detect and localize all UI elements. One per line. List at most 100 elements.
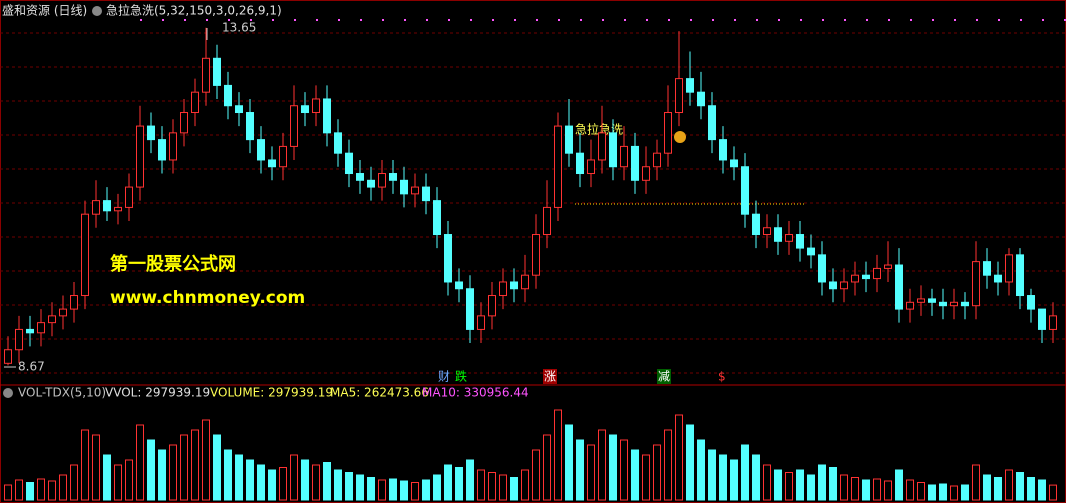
volume-bar — [202, 419, 210, 501]
signal-dot — [250, 19, 252, 21]
candle-body — [840, 281, 848, 290]
candle-body — [235, 105, 243, 114]
candle-body — [378, 173, 386, 188]
volume-bar — [785, 472, 793, 501]
candle-body — [433, 200, 441, 236]
volume-bar — [235, 454, 243, 501]
volume-bar — [136, 424, 144, 501]
signal-dot — [822, 19, 824, 21]
candle-body — [796, 234, 804, 249]
volume-label: VOLUME: 297939.19 — [210, 386, 333, 400]
volume-bar — [4, 484, 12, 501]
candle-body — [301, 105, 309, 114]
candle-body — [631, 145, 639, 181]
candle-body — [642, 166, 650, 181]
candle-body — [576, 152, 584, 175]
volume-bar — [961, 484, 969, 501]
signal-dot — [954, 19, 956, 21]
tag: $ — [718, 370, 726, 384]
volume-bar — [818, 464, 826, 501]
candle-body — [15, 328, 23, 351]
volume-icon — [3, 388, 13, 398]
candle-body — [125, 186, 133, 208]
indicator-icon — [92, 6, 102, 16]
volume-bar — [169, 444, 177, 501]
volume-bar — [59, 474, 67, 501]
volume-bar — [609, 434, 617, 501]
signal-dot — [140, 19, 142, 21]
signal-dot — [426, 19, 428, 21]
volume-bar — [1005, 469, 1013, 501]
candle-body — [752, 213, 760, 236]
volume-bar — [730, 459, 738, 501]
volume-bar — [631, 449, 639, 501]
signal-dot — [580, 19, 582, 21]
volume-bar — [114, 464, 122, 501]
volume-bar — [400, 480, 408, 501]
volume-bar — [642, 454, 650, 501]
volume-bar — [323, 462, 331, 501]
candle-body — [191, 91, 199, 114]
candle-body — [257, 139, 265, 161]
candle-body — [928, 298, 936, 303]
candle-body — [1049, 315, 1057, 330]
volume-bar — [620, 439, 628, 501]
candle-body — [961, 301, 969, 307]
signal-dot — [184, 19, 186, 21]
signal-dot — [734, 19, 736, 21]
volume-bar — [719, 454, 727, 501]
signal-dot — [888, 19, 890, 21]
volume-bar — [312, 464, 320, 501]
candle-body — [312, 98, 320, 114]
volume-bar — [334, 469, 342, 501]
volume-bar — [565, 424, 573, 501]
candle-body — [444, 234, 452, 283]
volume-bar — [411, 482, 419, 501]
candle-body — [554, 125, 562, 208]
candle-body — [202, 57, 210, 93]
signal-dot — [844, 19, 846, 21]
candle-body — [675, 78, 683, 114]
volume-bar — [708, 449, 716, 501]
volume-bar — [807, 474, 815, 501]
volume-bar — [543, 434, 551, 501]
volume-bar — [928, 484, 936, 501]
candle-body — [565, 125, 573, 154]
candle-body — [1038, 308, 1046, 330]
volume-bar — [257, 464, 265, 501]
candle-body — [92, 200, 100, 215]
volume-bar — [763, 464, 771, 501]
volume-bar — [147, 439, 155, 501]
volume-bar — [752, 454, 760, 501]
signal-dot — [1064, 19, 1066, 21]
volume-bar — [191, 429, 199, 501]
volume-bar — [972, 464, 980, 501]
volume-bar — [906, 479, 914, 501]
volume-bar — [488, 472, 496, 501]
vvol-label: VVOL: 297939.19 — [105, 386, 210, 400]
stock-title: 盛和资源 (日线) — [2, 3, 87, 18]
candle-body — [147, 125, 155, 141]
volume-bar — [268, 469, 276, 501]
candle-body — [906, 301, 914, 310]
candle-body — [466, 288, 474, 330]
volume-bar — [983, 474, 991, 501]
candle-body — [4, 349, 12, 364]
tag: 减 — [658, 370, 670, 384]
candle-body — [103, 200, 111, 212]
volume-bar — [510, 477, 518, 501]
candle-body — [37, 322, 45, 334]
candle-body — [653, 152, 661, 168]
volume-bar — [576, 439, 584, 501]
candle-body — [169, 132, 177, 161]
signal-dot — [404, 19, 406, 21]
signal-dot — [624, 19, 626, 21]
volume-bar — [994, 477, 1002, 501]
candle-body — [114, 206, 122, 212]
signal-dot — [778, 19, 780, 21]
candle-body — [70, 295, 78, 310]
candle-body — [279, 145, 287, 168]
volume-bar — [70, 464, 78, 501]
candle-body — [1027, 295, 1035, 310]
